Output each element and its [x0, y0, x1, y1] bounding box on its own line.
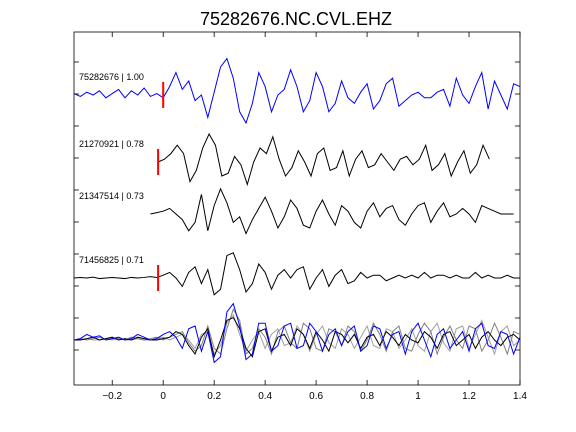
- y-ticks-layer: [74, 61, 520, 351]
- chart-title: 75282676.NC.CVL.EHZ: [200, 9, 392, 29]
- trace-line-3: [150, 187, 514, 235]
- traces-layer: [73, 57, 521, 296]
- x-tick-label-8: 1.2: [462, 391, 476, 402]
- trace-label-2: 21270921 | 0.78: [79, 139, 144, 149]
- trace-line-4: [73, 252, 520, 296]
- trace-label-4: 71456825 | 0.71: [79, 255, 144, 265]
- x-tick-label-2: 0: [160, 391, 166, 402]
- x-axis: −0.2 0 0.2 0.4 0.6 0.8 1 1.2 1.4: [102, 32, 527, 402]
- x-tick-label-9: 1.4: [513, 391, 527, 402]
- overlay-line-1: [73, 302, 521, 364]
- picks-layer: [157, 82, 165, 291]
- trace-labels-layer: 75282676 | 1.00 21270921 | 0.78 21347514 |…: [79, 72, 144, 265]
- overlay-line-2: [74, 316, 521, 359]
- plot-frame: [73, 31, 521, 386]
- x-tick-label-3: 0.2: [207, 391, 221, 402]
- x-tick-label-7: 1: [415, 391, 421, 402]
- trace-label-3: 21347514 | 0.73: [79, 191, 144, 201]
- overlay-layer: [73, 302, 521, 364]
- trace-line-1: [73, 57, 521, 125]
- x-tick-label-5: 0.6: [309, 391, 323, 402]
- x-tick-label-1: −0.2: [102, 391, 122, 402]
- x-tick-label-6: 0.8: [360, 391, 374, 402]
- trace-label-1: 75282676 | 1.00: [79, 72, 144, 82]
- trace-line-2: [157, 132, 490, 187]
- x-tick-label-4: 0.4: [258, 391, 272, 402]
